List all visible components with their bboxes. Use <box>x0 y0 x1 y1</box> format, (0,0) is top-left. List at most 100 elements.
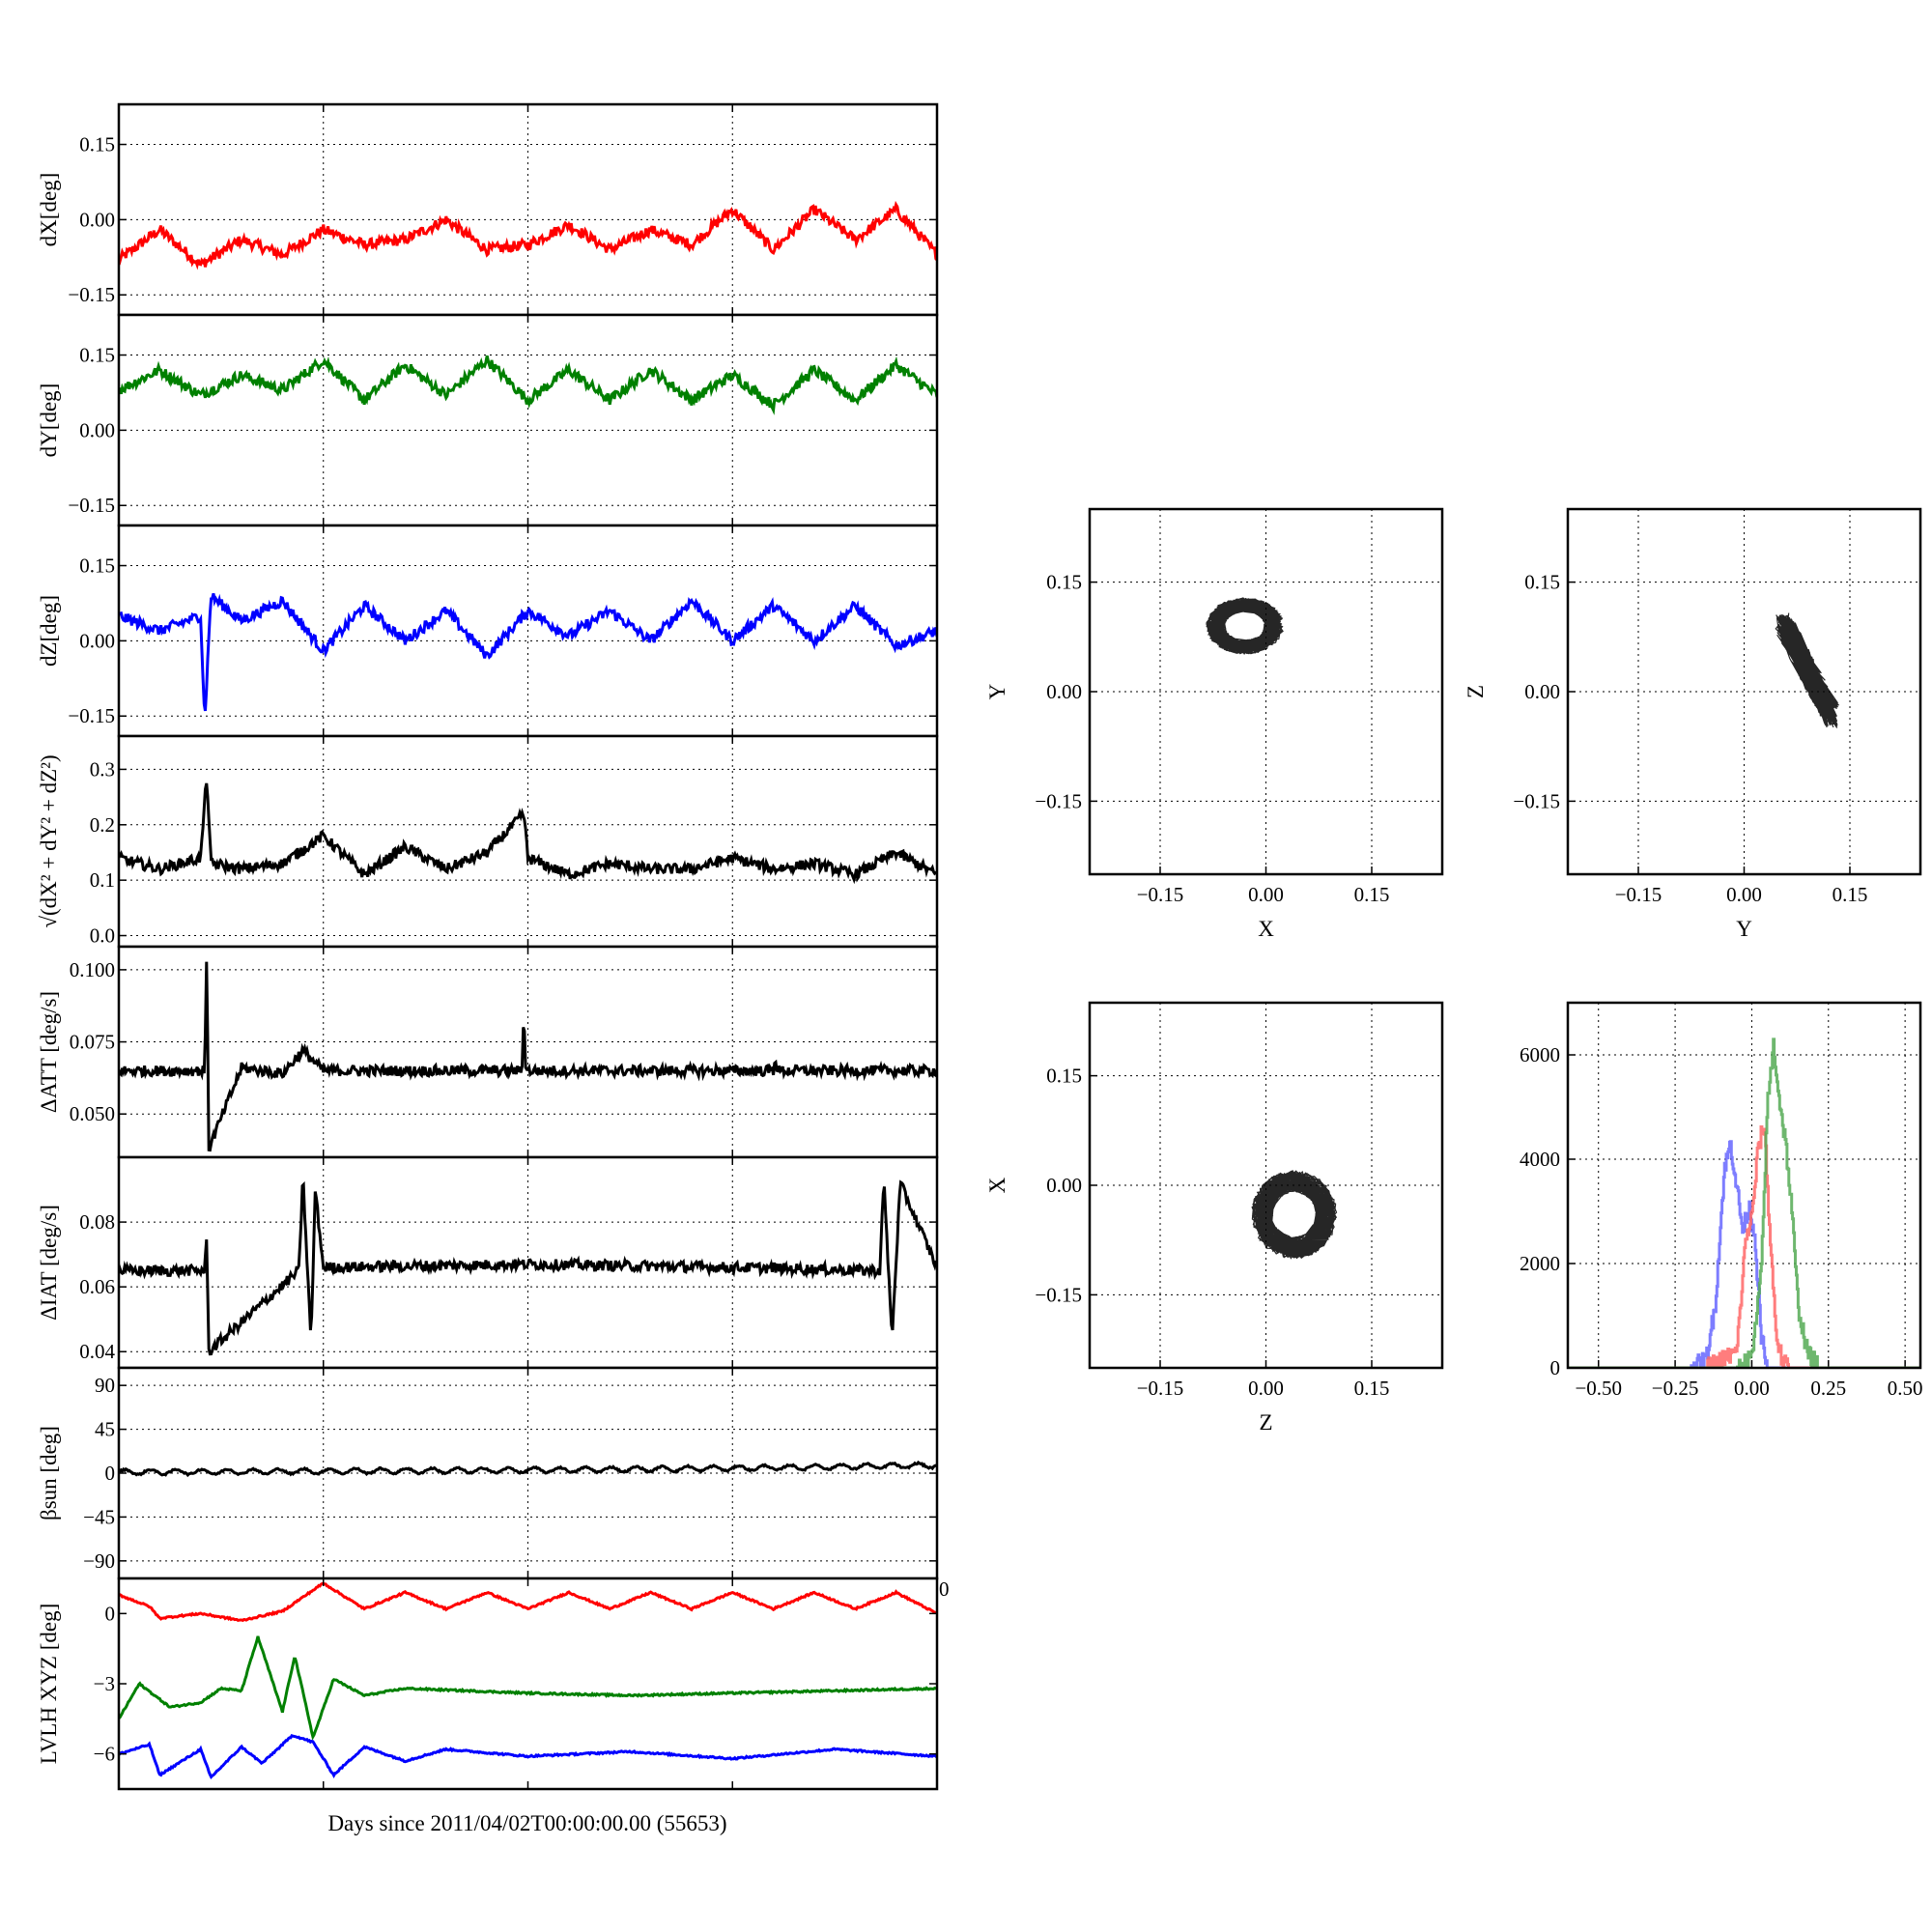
y-axis-label: βsun [deg] <box>37 1426 61 1520</box>
x-tick-label: 0.00 <box>1248 883 1284 906</box>
y-tick-label: 0.15 <box>79 554 115 578</box>
y-tick-label: −0.15 <box>68 283 115 306</box>
panel-dy: −0.15 0.00 0.15 dY[deg] <box>37 313 939 527</box>
y-tick-label: 0.15 <box>79 133 115 156</box>
series-line-datt-0 <box>119 961 937 1152</box>
histogram-0 <box>1568 1140 1920 1368</box>
y-tick-label: 0.15 <box>79 344 115 367</box>
y-axis-label: Y <box>985 683 1009 699</box>
panel-beta: −90 −45 0 45 90 βsun [deg] <box>37 1366 939 1580</box>
y-tick-label: 6000 <box>1520 1043 1560 1066</box>
panel-norm: 0.0 0.1 0.2 0.3 √(dX² + dY² + dZ²) <box>37 734 939 949</box>
y-tick-label: 0.00 <box>1524 680 1560 703</box>
axes-frame <box>1088 1001 1444 1370</box>
y-tick-label: −90 <box>83 1549 115 1573</box>
x-tick-label: −0.25 <box>1652 1377 1699 1400</box>
y-tick-label: 0 <box>105 1462 116 1485</box>
y-tick-label: 0.00 <box>79 208 115 231</box>
x-axis-label: Days since 2011/04/02T00:00:00.00 (55653… <box>327 1811 726 1835</box>
y-tick-label: −0.15 <box>68 494 115 517</box>
panel-xy: −0.15 −0.15 0.00 0.00 0.15 0.15 X Y <box>985 507 1444 941</box>
axes-frame <box>1088 507 1444 876</box>
panel-zx: −0.15 −0.15 0.00 0.00 0.15 0.15 Z X <box>985 1001 1444 1435</box>
series-line-lvlh-0 <box>119 1581 937 1623</box>
x-tick-label: −0.15 <box>1137 1377 1184 1400</box>
series-line-dz-0 <box>119 592 937 712</box>
series-line-diat-0 <box>119 1179 937 1356</box>
histogram-1 <box>1568 1125 1920 1368</box>
series-line-dx-0 <box>119 200 937 270</box>
series-line-beta-0 <box>119 1460 937 1478</box>
y-axis-label: ΔATT [deg/s] <box>37 991 61 1113</box>
y-tick-label: 0 <box>105 1602 116 1625</box>
y-tick-label: 0.1 <box>90 868 115 892</box>
stray-tick-label: 0 <box>939 1577 950 1601</box>
y-tick-label: −0.15 <box>1035 1283 1082 1306</box>
series-line-lvlh-1 <box>119 1635 937 1741</box>
panel-dx: −0.15 0.00 0.15 dX[deg] <box>37 102 939 317</box>
x-tick-label: 0.25 <box>1810 1377 1846 1400</box>
y-tick-label: 0.3 <box>90 757 115 781</box>
y-axis-label: dZ[deg] <box>37 595 61 667</box>
y-axis-label: Z <box>1463 685 1488 698</box>
series-line-lvlh-2 <box>119 1733 937 1780</box>
x-tick-label: −0.15 <box>1137 883 1184 906</box>
y-tick-label: 2000 <box>1520 1252 1560 1275</box>
panel-dz: −0.15 0.00 0.15 dZ[deg] <box>37 524 939 738</box>
x-tick-label: −0.15 <box>1615 883 1662 906</box>
y-axis-label: dY[deg] <box>37 384 61 458</box>
y-tick-label: 0 <box>1550 1356 1561 1379</box>
histogram-2 <box>1568 1037 1920 1368</box>
trajectory-zx <box>1251 1169 1338 1260</box>
panel-datt: 0.050 0.075 0.100 ΔATT [deg/s] <box>37 945 939 1159</box>
x-tick-label: 0.00 <box>1248 1377 1284 1400</box>
x-axis-label: Y <box>1736 917 1752 941</box>
y-tick-label: 45 <box>95 1418 115 1441</box>
y-axis-label: √(dX² + dY² + dZ²) <box>37 754 61 927</box>
y-tick-label: 0.2 <box>90 813 115 837</box>
x-tick-label: 0.00 <box>1734 1377 1770 1400</box>
y-tick-label: −6 <box>94 1743 115 1766</box>
y-tick-label: 0.06 <box>79 1275 115 1298</box>
y-tick-label: 0.15 <box>1046 571 1082 594</box>
trajectory-xy <box>1205 597 1285 655</box>
y-tick-label: −45 <box>83 1505 115 1528</box>
axes-frame <box>1566 507 1922 876</box>
y-tick-label: 0.08 <box>79 1210 115 1234</box>
x-tick-label: 0.15 <box>1354 1377 1390 1400</box>
y-tick-label: 0.0 <box>90 924 115 948</box>
y-tick-label: 0.00 <box>1046 1174 1082 1197</box>
x-axis-label: Z <box>1259 1410 1272 1435</box>
y-tick-label: 0.00 <box>1046 680 1082 703</box>
x-tick-label: −0.50 <box>1575 1377 1622 1400</box>
y-tick-label: 0.075 <box>70 1031 115 1054</box>
y-tick-label: 0.15 <box>1524 571 1560 594</box>
y-axis-label: ΔIAT [deg/s] <box>37 1205 61 1321</box>
y-tick-label: 0.00 <box>79 629 115 652</box>
y-tick-label: −0.15 <box>1513 789 1560 812</box>
y-tick-label: 4000 <box>1520 1148 1560 1171</box>
series-line-norm-0 <box>119 782 937 885</box>
axes-frame <box>1566 1001 1922 1370</box>
x-tick-label: 0.15 <box>1354 883 1390 906</box>
y-axis-label: dX[deg] <box>37 173 61 247</box>
x-tick-label: 0.15 <box>1833 883 1868 906</box>
x-tick-label: 0.00 <box>1726 883 1762 906</box>
x-tick-label: 0.50 <box>1888 1377 1923 1400</box>
y-tick-label: 0.15 <box>1046 1065 1082 1088</box>
y-tick-label: 0.00 <box>79 418 115 441</box>
series-line-dy-0 <box>119 355 937 415</box>
panel-hist: −0.50 −0.25 0.00 0.25 0.50 0 2000 4000 6000 <box>1520 1001 1923 1400</box>
y-axis-label: X <box>985 1177 1009 1193</box>
panel-diat: 0.04 0.06 0.08 ΔIAT [deg/s] <box>37 1155 939 1370</box>
y-tick-label: 0.100 <box>70 958 115 981</box>
y-tick-label: 0.050 <box>70 1102 115 1125</box>
y-tick-label: −3 <box>94 1672 115 1695</box>
x-axis-label: X <box>1258 917 1274 941</box>
y-tick-label: −0.15 <box>1035 789 1082 812</box>
y-tick-label: 90 <box>95 1374 115 1397</box>
panel-yz: −0.15 −0.15 0.00 0.00 0.15 0.15 Y Z <box>1463 507 1922 941</box>
y-axis-label: LVLH XYZ [deg] <box>37 1604 61 1765</box>
y-tick-label: 0.04 <box>79 1340 115 1363</box>
